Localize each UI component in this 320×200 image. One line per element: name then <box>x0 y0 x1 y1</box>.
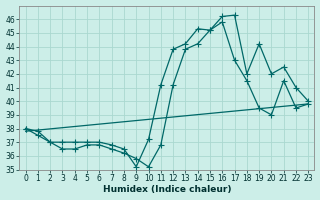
X-axis label: Humidex (Indice chaleur): Humidex (Indice chaleur) <box>103 185 231 194</box>
